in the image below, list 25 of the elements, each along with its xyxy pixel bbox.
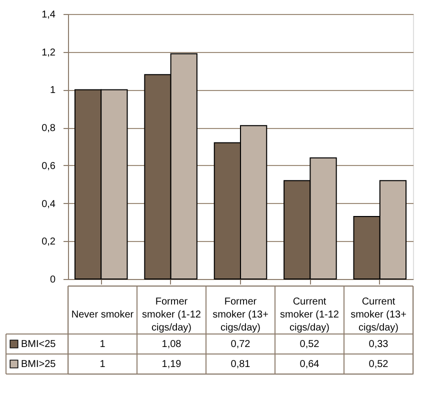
x-tick-label: Current smoker (1-12 cigs/day) (280, 296, 340, 334)
y-tick-label: 0,4 (42, 198, 56, 210)
x-tick-label: Former smoker (1-12 cigs/day) (142, 296, 202, 334)
data-label: 0,52 (300, 339, 320, 350)
legend-label: BMI>25 (21, 359, 56, 370)
y-tick-label: 1,4 (42, 10, 56, 20)
y-tick-label: 0 (50, 274, 56, 286)
y-tick-label: 0,6 (42, 160, 56, 172)
data-label: 0,81 (230, 359, 251, 370)
y-tick-label: 0,2 (42, 236, 56, 248)
x-tick-label: Current smoker (13+ cigs/day) (350, 296, 407, 334)
y-tick-label: 1 (50, 85, 56, 96)
legend-label: BMI<25 (21, 339, 56, 350)
data-label: 0,33 (368, 339, 389, 350)
data-label: 1 (100, 339, 106, 350)
x-tick-label: Never smoker (71, 310, 134, 320)
data-label: 0,72 (230, 339, 251, 350)
data-label: 1 (100, 359, 106, 370)
y-tick-label: 1,2 (42, 47, 56, 58)
data-label: 1,19 (162, 359, 182, 370)
x-tick-label: Former smoker (13+ cigs/day) (212, 296, 269, 334)
data-label: 0,52 (368, 359, 389, 370)
data-label: 1,08 (162, 339, 182, 350)
data-label: 0,64 (300, 359, 320, 370)
y-tick-label: 0,8 (42, 123, 56, 134)
